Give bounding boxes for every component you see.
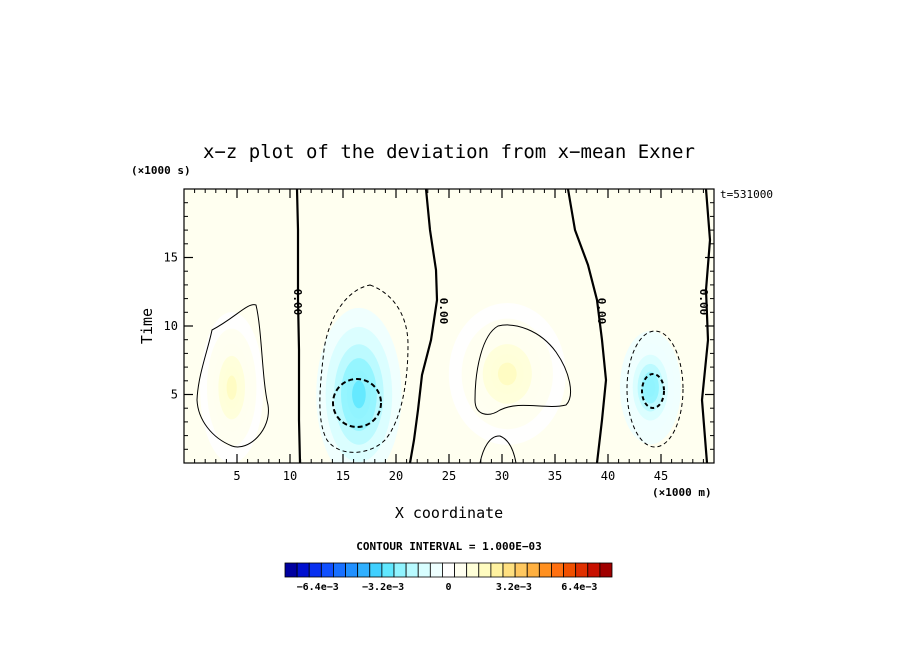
colorbar-swatch — [490, 562, 504, 578]
colorbar-tick-label: 6.4e−3 — [561, 582, 597, 593]
colorbar-swatch — [333, 562, 346, 578]
contour-interval-text: CONTOUR INTERVAL = 1.000E−03 — [356, 540, 541, 553]
x-tick-label: 20 — [389, 469, 403, 483]
colorbar-swatch — [442, 562, 455, 578]
contour-level-positive — [497, 362, 517, 386]
x-tick-label: 10 — [283, 469, 297, 483]
colorbar-swatch — [381, 562, 395, 578]
colorbar-swatch — [284, 562, 298, 578]
colorbar-swatch — [466, 562, 480, 578]
colorbar-swatch — [454, 562, 468, 578]
contour-labels: 0.00 0.00 0.00 0.00 — [291, 289, 710, 325]
colorbar-swatch — [478, 562, 492, 578]
zero-contour — [408, 188, 439, 464]
colorbar-tick-label: 3.2e−3 — [496, 582, 532, 593]
colorbar-swatch — [502, 562, 516, 578]
colorbar-tick-label: −3.2e−3 — [362, 582, 404, 593]
y-unit-label: (×1000 s) — [131, 164, 191, 177]
colorbar-swatch — [393, 562, 407, 578]
x-axis: 5 10 15 20 25 30 35 40 45 — [194, 189, 704, 483]
colorbar-swatch — [575, 562, 589, 578]
x-axis-label: X coordinate — [395, 504, 503, 522]
zero-contour-label: 0.00 — [291, 289, 304, 316]
zero-contour-label: 0.00 — [437, 298, 450, 325]
negative-contour — [319, 284, 409, 453]
contour-level-positive — [226, 375, 237, 400]
colorbar-swatch — [551, 562, 564, 578]
contour-level-negative — [352, 380, 366, 409]
zero-contour — [700, 188, 712, 464]
colorbar-swatch — [357, 562, 371, 578]
y-tick-label: 5 — [171, 388, 178, 402]
colorbar: −6.4e−3 −3.2e−3 0 3.2e−3 6.4e−3 — [284, 562, 613, 593]
colorbar-swatch — [514, 562, 528, 578]
colorbar-swatch — [308, 562, 322, 578]
colorbar-swatch — [538, 562, 552, 578]
colorbar-swatch — [563, 562, 577, 578]
x-tick-label: 5 — [233, 469, 240, 483]
colorbar-swatch — [526, 562, 540, 578]
contour-level-negative — [645, 378, 656, 397]
time-label: t=531000 — [720, 188, 773, 201]
x-unit-label: (×1000 m) — [652, 486, 712, 499]
colorbar-swatch — [320, 562, 334, 578]
colorbar-swatch — [296, 562, 310, 578]
y-axis-label: Time — [138, 308, 156, 344]
colorbar-tick-label: −6.4e−3 — [297, 582, 339, 593]
chart-title: x−z plot of the deviation from x−mean Ex… — [203, 141, 695, 163]
x-tick-label: 45 — [654, 469, 668, 483]
positive-contour — [474, 324, 571, 415]
zero-contour — [566, 188, 608, 464]
colorbar-swatch — [345, 562, 359, 578]
zero-contour-label: 0.00 — [697, 289, 710, 316]
y-tick-label: 15 — [164, 251, 178, 265]
zero-contour — [295, 188, 302, 464]
contour-fill — [184, 189, 714, 463]
negative-contour — [641, 373, 665, 409]
x-tick-label: 35 — [548, 469, 562, 483]
negative-contour — [332, 378, 382, 428]
positive-contour — [479, 435, 517, 464]
x-tick-label: 25 — [442, 469, 456, 483]
zero-contour-label: 0.00 — [595, 298, 608, 325]
colorbar-swatch — [587, 562, 601, 578]
y-tick-label: 10 — [164, 319, 178, 333]
colorbar-swatch — [369, 562, 383, 578]
negative-contour — [626, 330, 684, 448]
colorbar-swatch — [429, 562, 443, 578]
colorbar-swatch — [599, 562, 613, 578]
colorbar-swatch — [417, 562, 431, 578]
positive-contour — [196, 304, 269, 448]
x-tick-label: 40 — [601, 469, 615, 483]
colorbar-swatch — [405, 562, 419, 578]
y-axis: 5 10 15 — [164, 202, 714, 450]
colorbar-tick-label: 0 — [445, 582, 451, 593]
x-tick-label: 30 — [495, 469, 509, 483]
x-tick-label: 15 — [336, 469, 350, 483]
